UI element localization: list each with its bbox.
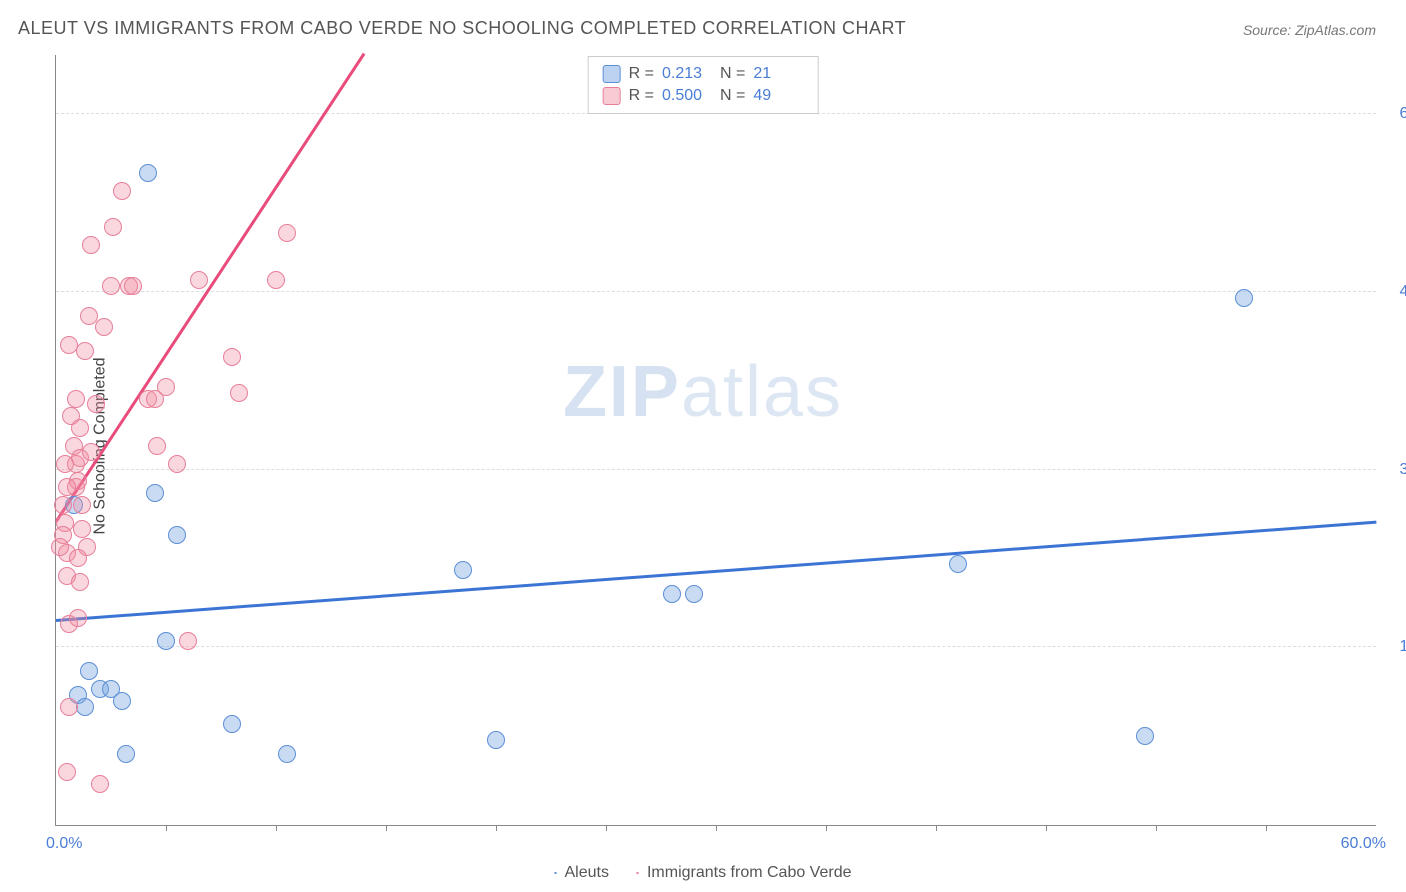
n-value: 21 [753,63,803,85]
n-label: N = [720,63,745,85]
data-point [148,437,166,455]
swatch-pink-icon [637,872,639,874]
data-point [62,407,80,425]
r-value: 0.500 [662,85,712,107]
data-point [113,182,131,200]
data-point [146,484,164,502]
series-legend: Aleuts Immigrants from Cabo Verde [555,864,852,882]
data-point [278,745,296,763]
data-point [58,763,76,781]
data-point [124,277,142,295]
y-tick-label: 4.5% [1381,283,1406,301]
data-point [67,390,85,408]
data-point [82,236,100,254]
x-axis-max-label: 60.0% [1341,835,1386,853]
data-point [663,585,681,603]
n-label: N = [720,85,745,107]
x-axis-min-label: 0.0% [46,835,82,853]
data-point [82,443,100,461]
data-point [51,538,69,556]
data-point [454,561,472,579]
data-point [223,715,241,733]
data-point [80,662,98,680]
x-tick [1156,825,1157,831]
scatter-plot: 0.0% 60.0% 1.5%3.0%4.5%6.0% [55,55,1376,826]
swatch-blue-icon [603,65,621,83]
data-point [168,526,186,544]
data-point [113,692,131,710]
data-point [60,336,78,354]
data-point [487,731,505,749]
legend-item-aleuts: Aleuts [555,864,609,882]
x-tick [1046,825,1047,831]
x-tick [716,825,717,831]
data-point [1136,727,1154,745]
data-point [60,698,78,716]
data-point [76,342,94,360]
x-tick [826,825,827,831]
gridline-h [56,291,1376,292]
data-point [230,384,248,402]
data-point [157,632,175,650]
data-point [117,745,135,763]
data-point [267,271,285,289]
x-tick [166,825,167,831]
data-point [157,378,175,396]
legend-row-pink: R = 0.500 N = 49 [603,85,804,107]
data-point [76,698,94,716]
data-point [73,520,91,538]
x-tick [1266,825,1267,831]
y-tick-label: 6.0% [1381,105,1406,123]
data-point [102,277,120,295]
x-tick [386,825,387,831]
data-point [91,775,109,793]
gridline-h [56,646,1376,647]
r-label: R = [629,85,654,107]
data-point [87,395,105,413]
data-point [69,549,87,567]
data-point [73,496,91,514]
data-point [139,164,157,182]
trendline-aleuts [56,520,1376,621]
data-point [190,271,208,289]
n-value: 49 [753,85,803,107]
swatch-blue-icon [555,872,557,874]
x-tick [496,825,497,831]
gridline-h [56,469,1376,470]
data-point [95,318,113,336]
data-point [278,224,296,242]
chart-title: ALEUT VS IMMIGRANTS FROM CABO VERDE NO S… [18,18,906,39]
data-point [104,218,122,236]
x-tick [606,825,607,831]
swatch-pink-icon [603,87,621,105]
x-tick [276,825,277,831]
data-point [949,555,967,573]
correlation-legend: R = 0.213 N = 21 R = 0.500 N = 49 [588,56,819,114]
data-point [58,478,76,496]
data-point [69,609,87,627]
data-point [80,307,98,325]
data-point [179,632,197,650]
r-label: R = [629,63,654,85]
data-point [223,348,241,366]
y-tick-label: 3.0% [1381,461,1406,479]
legend-label: Aleuts [565,864,609,882]
legend-row-blue: R = 0.213 N = 21 [603,63,804,85]
data-point [1235,289,1253,307]
source-label: Source: ZipAtlas.com [1243,22,1376,38]
legend-item-cabo-verde: Immigrants from Cabo Verde [637,864,852,882]
y-tick-label: 1.5% [1381,638,1406,656]
data-point [56,455,74,473]
data-point [168,455,186,473]
data-point [685,585,703,603]
r-value: 0.213 [662,63,712,85]
legend-label: Immigrants from Cabo Verde [647,864,852,882]
data-point [71,573,89,591]
x-tick [936,825,937,831]
data-point [54,496,72,514]
